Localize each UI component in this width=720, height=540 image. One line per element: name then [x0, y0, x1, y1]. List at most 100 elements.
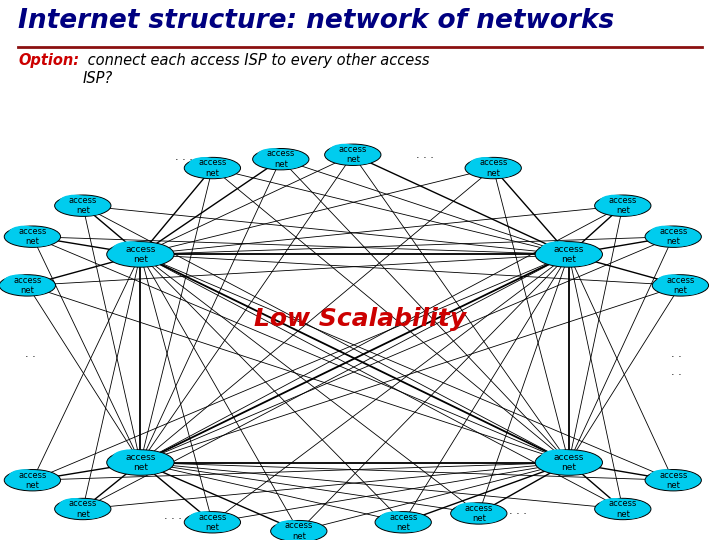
Ellipse shape — [595, 498, 651, 519]
Ellipse shape — [28, 471, 56, 485]
Text: access
net: access net — [338, 145, 367, 165]
Text: Low Scalability: Low Scalability — [254, 307, 466, 330]
Ellipse shape — [59, 498, 90, 512]
Text: . . .: . . . — [164, 511, 181, 521]
Ellipse shape — [24, 478, 54, 490]
Ellipse shape — [559, 460, 595, 474]
Ellipse shape — [276, 151, 305, 164]
Ellipse shape — [615, 203, 644, 215]
Ellipse shape — [135, 244, 169, 260]
Text: access
net: access net — [554, 453, 584, 472]
Ellipse shape — [540, 449, 577, 467]
Ellipse shape — [0, 275, 55, 296]
Ellipse shape — [665, 234, 695, 246]
Ellipse shape — [135, 452, 169, 468]
Ellipse shape — [469, 157, 500, 172]
Ellipse shape — [75, 203, 104, 215]
Ellipse shape — [275, 520, 306, 535]
Ellipse shape — [645, 226, 701, 247]
Ellipse shape — [130, 252, 166, 266]
Ellipse shape — [657, 274, 688, 289]
Ellipse shape — [272, 157, 302, 169]
Ellipse shape — [59, 195, 90, 210]
Ellipse shape — [564, 452, 598, 468]
Text: access
net: access net — [608, 500, 637, 519]
Text: access
net: access net — [284, 522, 313, 540]
Text: . .: . . — [25, 349, 35, 359]
Ellipse shape — [107, 241, 174, 267]
Text: access
net: access net — [266, 150, 295, 169]
Text: Internet structure: network of networks: Internet structure: network of networks — [18, 8, 614, 34]
Ellipse shape — [78, 197, 107, 210]
Text: access
net: access net — [13, 276, 42, 295]
Ellipse shape — [649, 226, 680, 240]
Text: . .: . . — [672, 349, 682, 359]
Ellipse shape — [107, 450, 174, 475]
Ellipse shape — [9, 226, 40, 240]
Ellipse shape — [4, 274, 35, 289]
Text: . . .: . . . — [416, 150, 433, 160]
Text: access
net: access net — [464, 504, 493, 523]
Text: access
net: access net — [125, 245, 156, 264]
Ellipse shape — [189, 157, 220, 172]
Ellipse shape — [344, 152, 374, 165]
Ellipse shape — [471, 511, 500, 523]
Text: . . .: . . . — [175, 152, 192, 162]
Ellipse shape — [599, 498, 630, 512]
Ellipse shape — [208, 159, 236, 173]
Text: Option:: Option: — [18, 53, 79, 69]
Ellipse shape — [399, 514, 427, 527]
Ellipse shape — [559, 252, 595, 266]
Ellipse shape — [375, 511, 431, 533]
Ellipse shape — [9, 469, 40, 484]
Ellipse shape — [28, 228, 56, 241]
Text: access
net: access net — [659, 227, 688, 246]
Ellipse shape — [325, 144, 381, 165]
Ellipse shape — [615, 507, 644, 519]
Ellipse shape — [204, 520, 234, 532]
Ellipse shape — [208, 514, 236, 527]
Ellipse shape — [55, 498, 111, 519]
Ellipse shape — [535, 450, 603, 475]
Text: access
net: access net — [198, 158, 227, 178]
Text: access
net: access net — [389, 512, 418, 532]
Ellipse shape — [645, 469, 701, 491]
Ellipse shape — [130, 460, 166, 474]
Ellipse shape — [4, 469, 60, 491]
Ellipse shape — [455, 502, 486, 517]
Ellipse shape — [599, 195, 630, 210]
Text: access
net: access net — [666, 276, 695, 295]
Ellipse shape — [474, 505, 503, 518]
Ellipse shape — [485, 166, 515, 178]
Text: access
net: access net — [608, 196, 637, 215]
Ellipse shape — [395, 520, 425, 532]
Text: access
net: access net — [18, 227, 47, 246]
Ellipse shape — [204, 166, 234, 178]
Ellipse shape — [489, 159, 517, 173]
Ellipse shape — [535, 241, 603, 267]
Ellipse shape — [24, 234, 54, 246]
Text: access
net: access net — [18, 470, 47, 490]
Ellipse shape — [595, 195, 651, 217]
Ellipse shape — [290, 529, 320, 540]
Ellipse shape — [294, 523, 323, 536]
Text: access
net: access net — [479, 158, 508, 178]
Ellipse shape — [669, 471, 697, 485]
Ellipse shape — [112, 241, 149, 259]
Ellipse shape — [618, 197, 647, 210]
Ellipse shape — [348, 146, 377, 159]
Text: connect each access ISP to every other access
ISP?: connect each access ISP to every other a… — [83, 53, 429, 86]
Text: access
net: access net — [68, 500, 97, 519]
Ellipse shape — [451, 503, 507, 524]
Ellipse shape — [379, 511, 410, 526]
Ellipse shape — [271, 521, 327, 540]
Ellipse shape — [112, 449, 149, 467]
Ellipse shape — [184, 511, 240, 533]
Ellipse shape — [465, 157, 521, 179]
Ellipse shape — [329, 144, 360, 158]
Ellipse shape — [75, 507, 104, 519]
Text: access
net: access net — [659, 470, 688, 490]
Text: . .: . . — [672, 367, 682, 377]
Ellipse shape — [55, 195, 111, 217]
Ellipse shape — [19, 283, 49, 295]
